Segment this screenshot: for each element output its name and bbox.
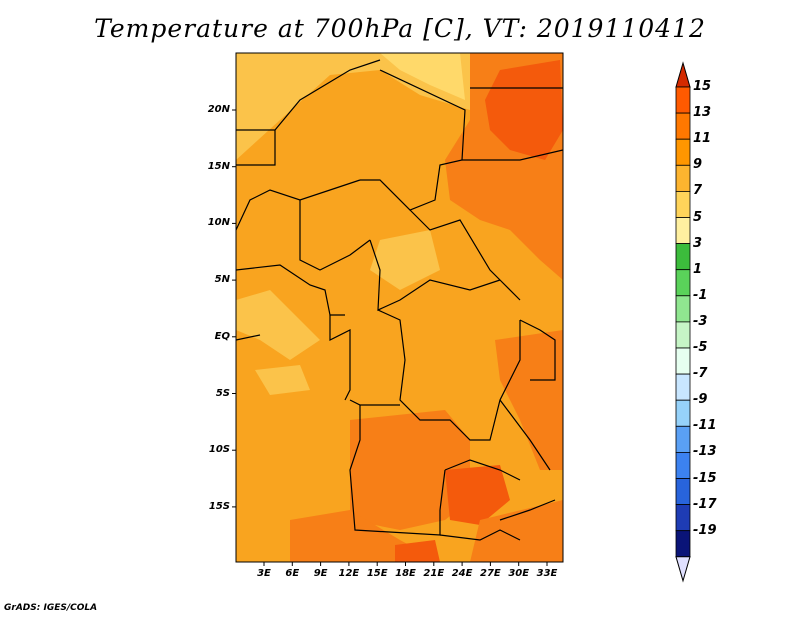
colorbar-label: 3 <box>693 235 703 251</box>
colorbar-swatch <box>675 478 691 506</box>
colorbar-swatch <box>675 138 691 166</box>
colorbar-swatch <box>675 451 691 479</box>
map-title: Temperature at 700hPa [C], VT: 201911041… <box>94 14 706 43</box>
lat-label: 20N <box>207 104 230 115</box>
lon-label: 15E <box>366 568 388 579</box>
colorbar-label: 15 <box>693 79 712 94</box>
colorbar-swatch <box>675 190 691 218</box>
lon-label: 3E <box>257 568 271 579</box>
colorbar-label: 13 <box>693 105 712 121</box>
colorbar-label: -1 <box>693 287 708 303</box>
warm-patch-east <box>495 330 563 470</box>
colorbar-swatch <box>675 530 691 558</box>
grads-credit: GrADS: IGES/COLA <box>4 603 98 613</box>
cool-patch-north <box>236 53 470 160</box>
colorbar-swatch <box>675 399 691 427</box>
colorbar-swatch <box>675 86 691 114</box>
lon-label: 21E <box>423 568 445 579</box>
colorbar-label: 7 <box>693 183 703 199</box>
colorbar <box>675 61 691 583</box>
colorbar-swatch <box>675 373 691 401</box>
lon-label: 24E <box>451 568 473 579</box>
colorbar-label: -3 <box>693 313 708 329</box>
lat-label: 15N <box>207 160 230 172</box>
colorbar-top-arrow <box>675 61 691 88</box>
hot-patch-zambia <box>445 465 510 525</box>
hot-patch-southern <box>395 540 440 562</box>
colorbar-swatch <box>675 164 691 192</box>
colorbar-swatch <box>675 217 691 245</box>
warm-patch-southeast <box>470 500 563 562</box>
colorbar-label: -19 <box>693 522 717 538</box>
lat-label: 5N <box>214 274 230 286</box>
lon-label: 30E <box>508 568 530 579</box>
colorbar-label: 11 <box>693 131 712 147</box>
cool-patch-west <box>236 290 320 360</box>
hot-patch-sudan <box>485 60 563 160</box>
colorbar-label: -9 <box>693 392 708 408</box>
colorbar-swatch <box>675 347 691 375</box>
lon-label: 27E <box>480 568 501 579</box>
colorbar-label: 1 <box>693 261 703 277</box>
temperature-field <box>236 53 563 562</box>
colorbar-label: 5 <box>693 209 703 225</box>
colorbar-label: -17 <box>693 496 717 512</box>
colorbar-label: -5 <box>693 340 708 355</box>
colorbar-label: -13 <box>693 444 717 460</box>
lon-label: 9E <box>313 568 328 579</box>
colorbar-swatch <box>675 269 691 297</box>
cool-patch-south <box>255 365 310 395</box>
country-borders <box>236 59 563 541</box>
colorbar-swatch <box>675 321 691 349</box>
lat-label: 10S <box>208 444 230 456</box>
map-frame <box>235 52 564 563</box>
colorbar-label: -11 <box>693 418 717 434</box>
colorbar-swatch <box>675 112 691 140</box>
colorbar-swatch <box>675 504 691 532</box>
lon-label: 6E <box>285 568 300 579</box>
colorbar-swatch <box>675 243 691 271</box>
lat-label: 5S <box>215 387 230 399</box>
colorbar-swatch <box>675 425 691 453</box>
lon-label: 18E <box>395 568 416 579</box>
lon-label: 33E <box>536 568 558 579</box>
colorbar-swatch <box>675 295 691 323</box>
lat-label: EQ <box>214 330 230 342</box>
colorbar-label: 9 <box>693 157 703 173</box>
lat-label: 10N <box>207 217 230 229</box>
lon-label: 12E <box>338 568 360 579</box>
cool-patch-central <box>370 230 440 290</box>
warm-patch-angola <box>350 410 470 530</box>
colorbar-bottom-arrow <box>675 556 691 583</box>
coolest-patch-sahara <box>380 53 465 100</box>
colorbar-label: -15 <box>693 470 717 486</box>
axis-ticks <box>232 109 548 566</box>
lat-label: 15S <box>208 500 230 512</box>
colorbar-label: -7 <box>693 366 708 382</box>
